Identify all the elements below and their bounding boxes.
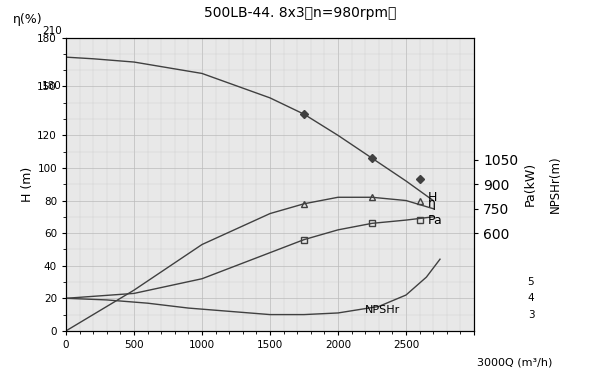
Text: 3000Q (m³/h): 3000Q (m³/h) <box>477 357 553 367</box>
Text: H: H <box>428 191 437 204</box>
Y-axis label: H (m): H (m) <box>22 167 34 202</box>
Text: 3: 3 <box>527 309 535 320</box>
Text: NPSHr(m): NPSHr(m) <box>548 155 562 213</box>
Y-axis label: Pa(kW): Pa(kW) <box>524 162 537 206</box>
Text: η(%): η(%) <box>13 13 42 26</box>
Text: 180: 180 <box>42 82 62 91</box>
Text: 500LB-44. 8x3（n=980rpm）: 500LB-44. 8x3（n=980rpm） <box>204 6 396 20</box>
Text: 4: 4 <box>527 293 535 303</box>
Text: η: η <box>428 197 436 210</box>
Text: NPSHr: NPSHr <box>365 305 400 315</box>
Text: 5: 5 <box>527 277 535 287</box>
Text: Pa: Pa <box>428 214 443 227</box>
Text: 210: 210 <box>42 26 62 36</box>
